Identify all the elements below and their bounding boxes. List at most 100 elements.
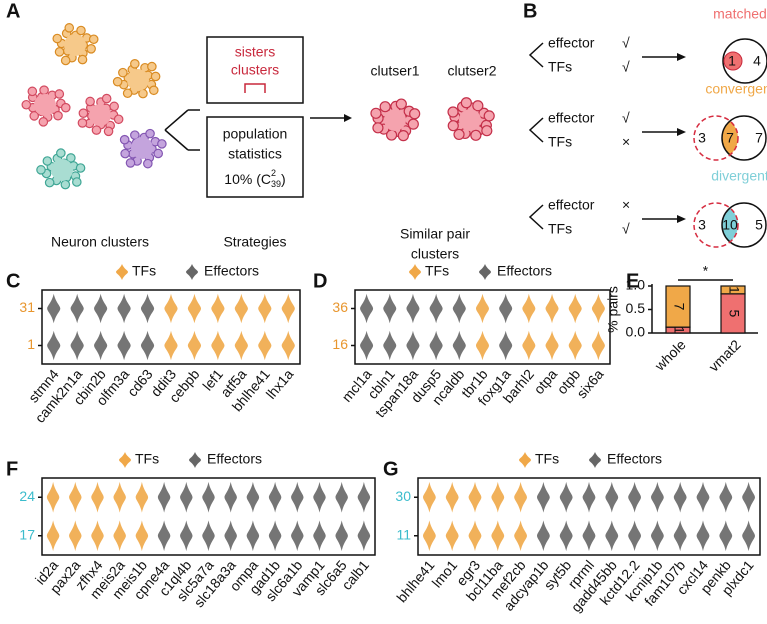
tfs: TFs [548,134,572,150]
violin [91,520,104,552]
venn-title: divergent [711,168,767,184]
segment-label: 1 [726,286,742,294]
result: Similar pair [400,226,470,242]
cell [88,34,99,45]
violin [491,520,505,552]
violin [742,520,755,552]
violin [537,481,550,513]
cell [85,96,95,107]
violin [70,293,84,324]
arrow-head [677,128,686,136]
violin [268,481,282,513]
violin [113,481,126,513]
violin [559,481,573,513]
panel-label: F [6,458,18,480]
violin [313,481,326,513]
cell [453,128,465,141]
violin [423,520,436,552]
cell [395,98,407,110]
panel-label: G [383,458,399,480]
violin [591,293,605,324]
cell [91,125,102,135]
cell [36,165,46,175]
violin [117,293,131,324]
venn-title: matched [713,6,767,22]
violin-box [417,477,761,556]
legend-icon [519,452,531,468]
venn-title: convergent [705,81,767,97]
cell [76,25,86,36]
cell [118,67,128,78]
cell [113,114,124,125]
violin [360,330,374,361]
violin [180,520,193,552]
violin [452,330,466,361]
violin [258,293,272,324]
violin [357,481,371,513]
y-axis-label: % pairs [605,286,621,333]
formula-sub: 39 [271,179,281,189]
box-text: sisters [235,44,275,60]
violin [568,330,582,361]
row-label: 30 [395,488,411,504]
violin [157,520,171,552]
violin-box [41,289,301,365]
cell [143,158,153,169]
violin [445,520,459,552]
cell [122,88,133,99]
legend-icon [189,452,201,468]
violin [180,481,193,513]
effector: effector [548,35,595,51]
cell [60,55,71,66]
panel-label: E [626,270,639,292]
legend-tf: TFs [535,451,559,467]
venn-inner [723,51,743,71]
x-tick-label: vmat2 [705,336,743,374]
effector-mark: × [622,197,630,213]
gene-label: six6a [573,366,606,401]
violin [224,481,237,513]
venn-overlap [722,116,738,160]
cell [109,101,119,112]
cell-core [34,94,56,116]
violin [113,520,126,552]
cell-core [127,69,149,91]
segment-label: 1 [671,326,687,334]
row-label: 36 [332,299,348,315]
violin [94,293,108,324]
cell [75,163,86,173]
cell [56,148,66,158]
cell [119,134,130,145]
cell [409,108,421,120]
violin [117,330,131,361]
caption: Neuron clusters [51,234,149,250]
formula-sup: 2 [271,168,276,178]
violin [582,481,596,513]
violin [211,330,225,361]
cell [101,93,112,104]
violin [522,293,536,324]
venn-label: 1 [728,53,736,69]
venn-circle [721,202,767,248]
violin [164,330,178,361]
bar-segment [665,285,691,328]
y-tick-label: 0.5 [626,300,646,316]
violin [522,330,536,361]
venn-label: 4 [753,53,761,69]
violin [499,330,513,361]
violin [423,481,436,513]
neuron-clusters [21,23,495,190]
tfs: TFs [548,59,572,75]
violin-box [354,289,611,365]
violin [628,481,641,513]
effector-mark: √ [622,110,630,126]
formula-text: 10% (C [224,171,271,187]
violin [673,520,687,552]
legend-tf: TFs [425,263,449,279]
venn-label: 7 [726,130,734,146]
violin [46,520,60,552]
tfs-mark: × [622,134,630,150]
cell-core [51,159,73,181]
venn-label: 10 [722,217,738,233]
